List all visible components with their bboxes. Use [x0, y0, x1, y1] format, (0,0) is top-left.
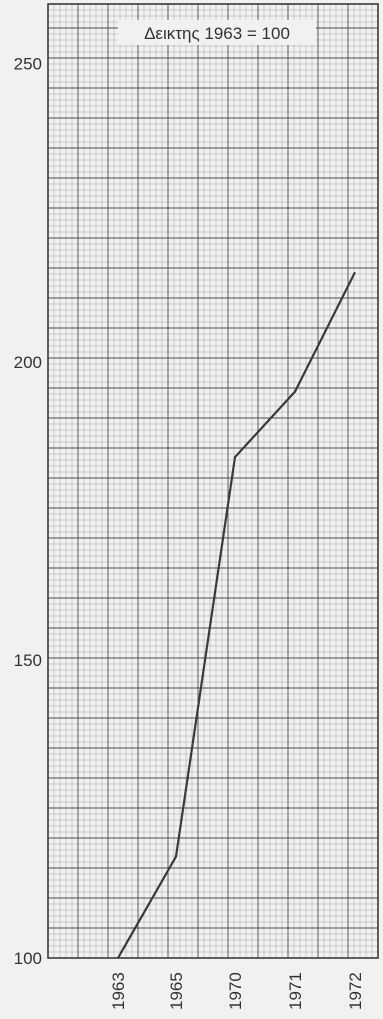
x-tick-label: 1965 [167, 972, 186, 1010]
x-tick-label: 1963 [109, 972, 128, 1010]
y-axis-ticks: 100 150 200 250 [14, 55, 42, 968]
y-tick-label: 100 [14, 949, 42, 968]
plot-frame [47, 3, 379, 959]
x-tick-label: 1971 [286, 972, 305, 1010]
y-tick-label: 150 [14, 651, 42, 670]
x-tick-label: 1972 [346, 972, 365, 1010]
y-tick-label: 250 [14, 55, 42, 74]
title-background [118, 20, 316, 45]
series-line [117, 271, 356, 959]
y-tick-label: 200 [14, 353, 42, 372]
chart-title: Δεικτης 1963 = 100 [144, 24, 290, 43]
x-axis-ticks: 1963 1965 1970 1971 1972 [109, 972, 365, 1010]
minor-grid [48, 3, 378, 958]
x-tick-label: 1970 [226, 972, 245, 1010]
chart-title-box: Δεικτης 1963 = 100 [118, 20, 316, 45]
